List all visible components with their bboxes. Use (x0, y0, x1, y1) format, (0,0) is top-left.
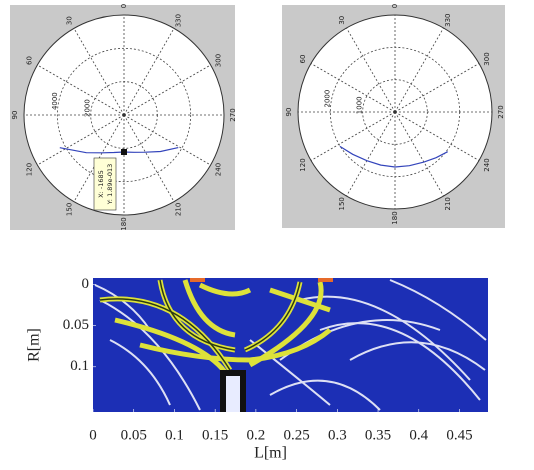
spoke (346, 27, 396, 113)
x-tick-label: 0.25 (283, 427, 309, 443)
datatip (93, 157, 117, 211)
r-tick-label: 1000 (355, 96, 363, 114)
spoke (346, 111, 396, 197)
theta-tick-label: 330 (175, 14, 183, 27)
ring (56, 47, 192, 183)
x-tick-label: 0.05 (121, 427, 147, 443)
center (122, 113, 126, 117)
spoke (123, 114, 175, 202)
datatip-text: X: -1685 (97, 170, 105, 198)
theta-tick-label: 210 (444, 197, 452, 210)
y-tick-label: 0 (82, 276, 90, 292)
datatip-marker (121, 149, 127, 155)
spoke (394, 63, 480, 113)
x-tick-label: 0.15 (202, 427, 228, 443)
ring (90, 81, 158, 149)
spoke (123, 114, 211, 166)
theta-tick-label: 270 (229, 108, 237, 121)
spoke (394, 111, 444, 197)
field-image (93, 278, 488, 412)
x-tick-label: 0.3 (328, 427, 347, 443)
theta-tick-label: 240 (214, 163, 222, 176)
theta-tick-label: 0 (391, 4, 399, 8)
polar-line (339, 145, 448, 168)
x-tick-label: 0 (89, 427, 97, 443)
spoke (123, 28, 175, 116)
theta-tick-label: 180 (391, 211, 399, 224)
datatip-text: Y: 1.89e-013 (106, 164, 114, 206)
theta-tick-label: 330 (444, 14, 452, 27)
x-tick-label: 0.45 (446, 427, 472, 443)
ring (362, 79, 428, 145)
x-tick-label: 0.4 (409, 427, 428, 443)
x-tick-label: 0.2 (247, 427, 266, 443)
y-tick-label: 0.1 (70, 358, 89, 374)
ring (329, 46, 461, 178)
spoke (37, 114, 125, 166)
r-tick-label: 4000 (51, 92, 59, 110)
spoke (394, 111, 480, 161)
spoke (123, 64, 211, 116)
theta-tick-label: 240 (483, 158, 491, 171)
theta-tick-label: 60 (26, 56, 34, 65)
theta-tick-label: 270 (497, 105, 505, 118)
theta-tick-label: 0 (120, 4, 128, 8)
y-axis-label: R[m] (26, 328, 43, 362)
x-tick-label: 0.35 (365, 427, 391, 443)
theta-tick-label: 210 (175, 203, 183, 216)
theta-tick-label: 90 (11, 111, 19, 120)
theta-tick-label: 90 (285, 108, 293, 117)
spoke (394, 27, 444, 113)
theta-tick-label: 150 (66, 203, 74, 216)
x-axis-label: L[m] (254, 445, 287, 462)
spoke (37, 64, 125, 116)
spoke (310, 111, 396, 161)
r-tick-label: 2000 (324, 90, 332, 108)
r-tick-label: 2000 (83, 99, 91, 117)
theta-tick-label: 30 (338, 16, 346, 25)
theta-tick-label: 150 (338, 197, 346, 210)
theta-tick-label: 300 (214, 54, 222, 67)
x-tick-label: 0.1 (165, 427, 184, 443)
center (393, 110, 397, 114)
theta-tick-label: 60 (299, 55, 307, 64)
theta-tick-label: 300 (483, 52, 491, 65)
theta-tick-label: 120 (299, 158, 307, 171)
spoke (73, 28, 125, 116)
theta-tick-label: 120 (26, 163, 34, 176)
y-tick-label: 0.05 (63, 317, 89, 333)
spoke (310, 63, 396, 113)
theta-tick-label: 30 (66, 16, 74, 25)
theta-tick-label: 180 (120, 217, 128, 230)
